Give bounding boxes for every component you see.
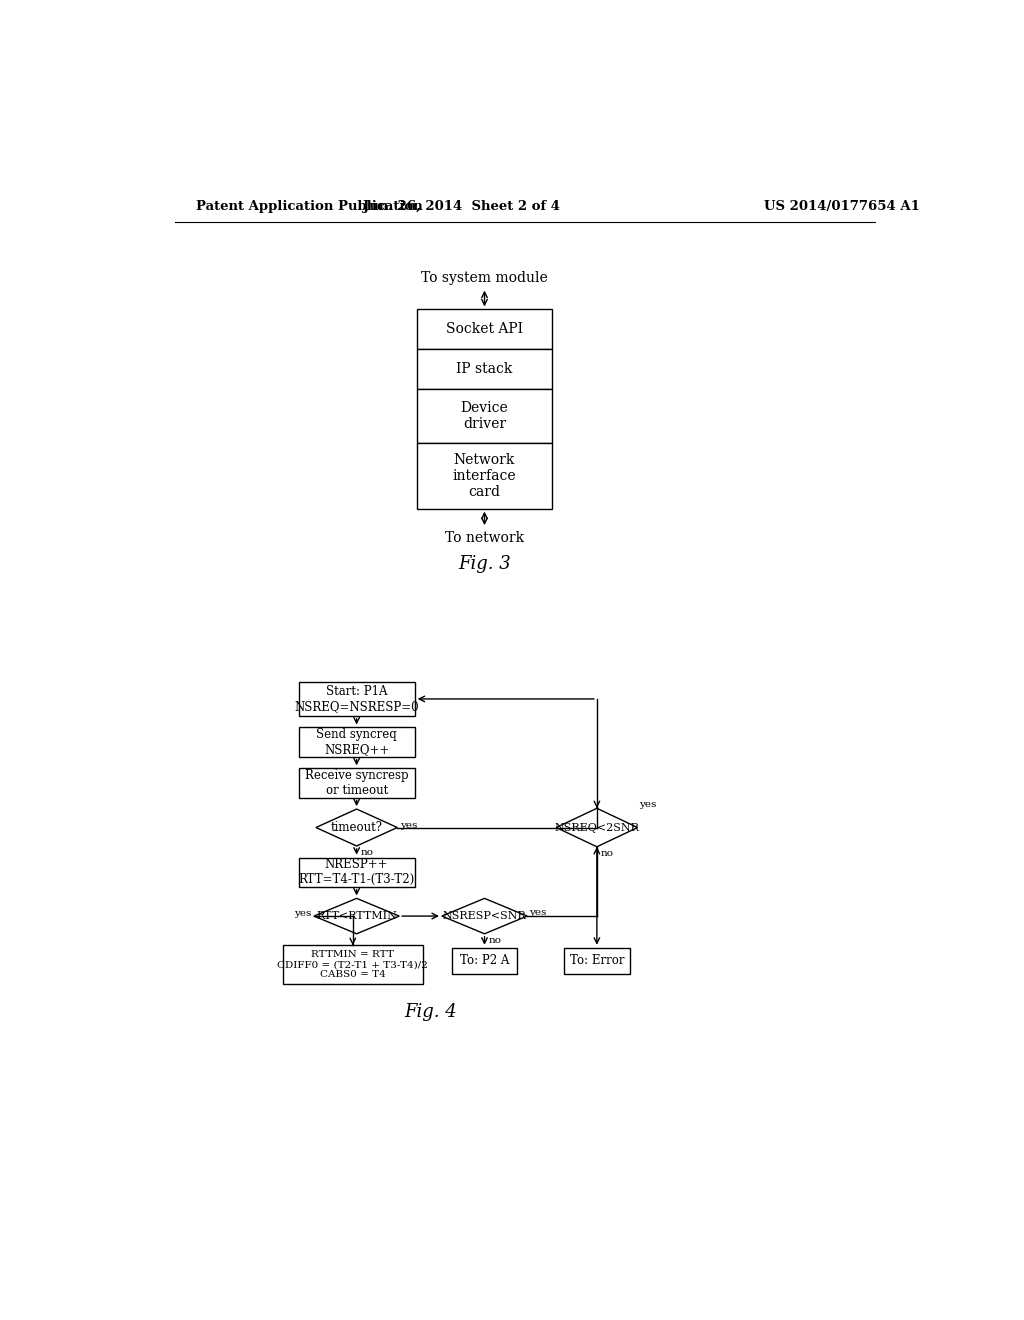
Text: Jun. 26, 2014  Sheet 2 of 4: Jun. 26, 2014 Sheet 2 of 4 [362,199,560,213]
Text: no: no [601,849,613,858]
Text: Receive syncresp
or timeout: Receive syncresp or timeout [305,768,409,797]
Text: Fig. 3: Fig. 3 [458,556,511,573]
Bar [283,945,423,983]
Text: To system module: To system module [421,271,548,285]
Polygon shape [556,808,638,847]
Bar [299,727,415,756]
Text: To: P2 A: To: P2 A [460,954,509,968]
Text: NSRESP<SNR: NSRESP<SNR [442,911,526,921]
Bar [299,682,415,715]
Text: yes: yes [529,908,547,916]
Bar [417,309,552,350]
Bar [417,350,552,389]
Text: Socket API: Socket API [446,322,523,337]
Text: timeout?: timeout? [331,821,383,834]
Bar [417,444,552,508]
Bar [417,389,552,444]
Text: Fig. 4: Fig. 4 [403,1003,457,1022]
Bar [452,948,517,974]
Text: no: no [360,847,374,857]
Text: Network
interface
card: Network interface card [453,453,516,499]
Text: NRESP++
RTT=T4-T1-(T3-T2): NRESP++ RTT=T4-T1-(T3-T2) [299,858,415,886]
Text: yes: yes [399,821,417,830]
Polygon shape [314,899,399,933]
Polygon shape [316,809,397,846]
Text: Start: P1A
NSREQ=NSRESP=0: Start: P1A NSREQ=NSRESP=0 [294,685,419,713]
Polygon shape [442,899,527,933]
Text: To network: To network [445,531,524,545]
Text: Patent Application Publication: Patent Application Publication [197,199,423,213]
Bar [299,858,415,887]
Text: RTT<RTTMIN: RTT<RTTMIN [316,911,397,921]
Text: IP stack: IP stack [457,363,513,376]
Bar [564,948,630,974]
Text: yes: yes [294,909,311,919]
Text: Device
driver: Device driver [461,401,508,432]
Bar [299,768,415,797]
Text: yes: yes [639,800,656,809]
Text: no: no [488,936,502,945]
Text: RTTMIN = RTT
CDIFF0 = (T2-T1 + T3-T4)/2
CABS0 = T4: RTTMIN = RTT CDIFF0 = (T2-T1 + T3-T4)/2 … [278,949,428,979]
Text: Send syncreq
NSREQ++: Send syncreq NSREQ++ [316,729,397,756]
Text: To: Error: To: Error [569,954,624,968]
Text: US 2014/0177654 A1: US 2014/0177654 A1 [764,199,920,213]
Text: NSREQ<2SNR: NSREQ<2SNR [554,822,639,833]
